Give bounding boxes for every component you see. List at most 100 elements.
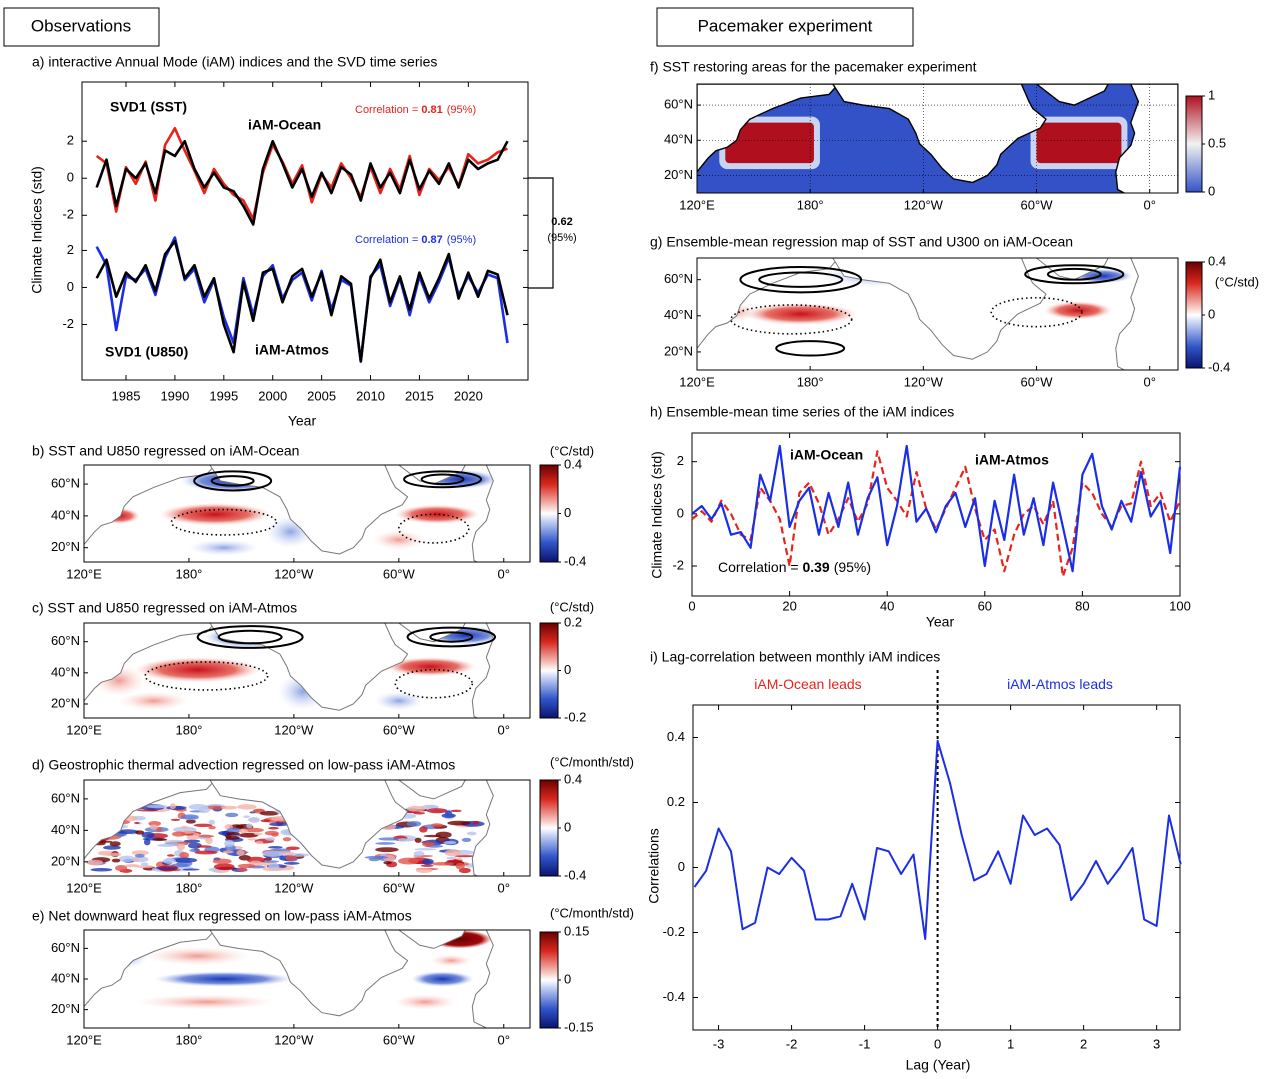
field-cell [149,824,158,830]
map-frame [83,464,531,563]
y-tick-label: -0.2 [663,924,685,939]
lon-tick-label: 60°W [1021,374,1054,389]
map-field [697,84,1178,193]
field-cell [167,854,175,857]
field-blob [118,691,189,711]
field-cell [444,849,461,857]
series-label: SVD1 (SST) [110,99,187,115]
header-box [3,7,160,47]
y-axis-label: Correlations [646,828,662,903]
field-cell [173,857,198,863]
lon-tick-label: 180° [797,374,824,389]
x-axis-label: Lag (Year) [906,1057,971,1073]
annotation: 0.62 (95%) [547,216,576,244]
field-cell [188,803,209,810]
field-cell [222,850,234,854]
field-cell [414,837,422,843]
colorbar-units: (°C/month/std) [550,754,634,769]
bracket [528,177,554,289]
field-cell [472,820,480,825]
x-tick-label: 0 [688,598,695,613]
x-axis-label: Year [926,614,955,630]
lon-tick-label: 120°W [904,197,944,212]
field-blob [411,971,475,987]
field-cell [245,834,254,837]
field-cell [264,837,276,841]
field-blob [159,503,272,526]
annotation: Correlation = 0.87 (95%) [355,234,476,246]
lon-tick-label: 120°E [679,374,715,389]
lon-tick-label: 120°E [66,1032,102,1047]
contour [429,631,474,643]
map-field [84,780,530,876]
colorbar-tick-label: -0.15 [564,1019,594,1034]
field-cell [155,867,178,870]
field-cell [116,829,139,834]
land [209,930,409,1017]
colorbar-tick-label: 0 [564,819,571,834]
field-cell [170,818,181,821]
land [209,465,409,555]
field-cell [458,867,471,874]
contour [990,296,1083,328]
field-cell [415,868,433,873]
lon-tick-label: 60°W [383,880,416,895]
contour [739,266,863,294]
y-tick-label: -2 [62,207,74,222]
field-cell [375,847,399,853]
colorbar-tick-label: 0 [1208,306,1215,321]
contour [420,473,465,486]
field-cell [378,837,401,841]
map-field [84,465,530,562]
lat-tick-label: 60°N [51,476,80,491]
field-cell [455,862,465,870]
panel-title: e) Net downward heat flux regressed on l… [32,908,412,924]
x-tick-label: -1 [859,1036,871,1051]
colorbar-units: (°C/std) [550,443,594,458]
field-cell [447,820,471,826]
field-cell [244,827,264,833]
contour [210,475,255,487]
contour [144,661,269,691]
contour [758,271,844,288]
field-cell [435,831,452,839]
field-cell [136,809,159,812]
field-cell [246,823,253,829]
field-cell [156,827,163,832]
x-tick-label: 1995 [209,388,238,403]
contour [394,668,474,699]
field-cell [420,864,434,867]
field-cell [135,830,145,835]
field-cell [182,868,200,871]
field-cell [237,863,256,869]
field-blob [145,946,251,966]
contour [406,626,497,648]
field-cell [450,809,462,813]
field-cell [106,852,122,857]
x-tick-label: 100 [1169,598,1191,613]
land [397,780,466,800]
field-cell [446,856,457,860]
field-blob [1044,301,1112,320]
contour [403,470,483,489]
field-cell [243,815,251,818]
annotation-text: iAM-Ocean leads [754,676,861,692]
lat-tick-label: 40°N [664,132,693,147]
lon-tick-label: 120°E [66,880,102,895]
colorbar [1185,261,1203,369]
panel-title: i) Lag-correlation between monthly iAM i… [650,649,940,665]
panel-title: d) Geostrophic thermal advection regress… [32,757,455,773]
annotation-text: Correlation = [718,559,802,575]
lon-tick-label: 180° [175,566,202,581]
colorbar-tick-label: 0.5 [1208,135,1226,150]
field-cell [383,861,392,865]
contour [193,470,273,492]
field-cell [115,864,128,872]
lon-tick-label: 180° [797,197,824,212]
field-cell [226,827,242,834]
y-tick-label: 0 [677,505,684,520]
field-cell [397,838,409,842]
field-cell [220,805,238,810]
